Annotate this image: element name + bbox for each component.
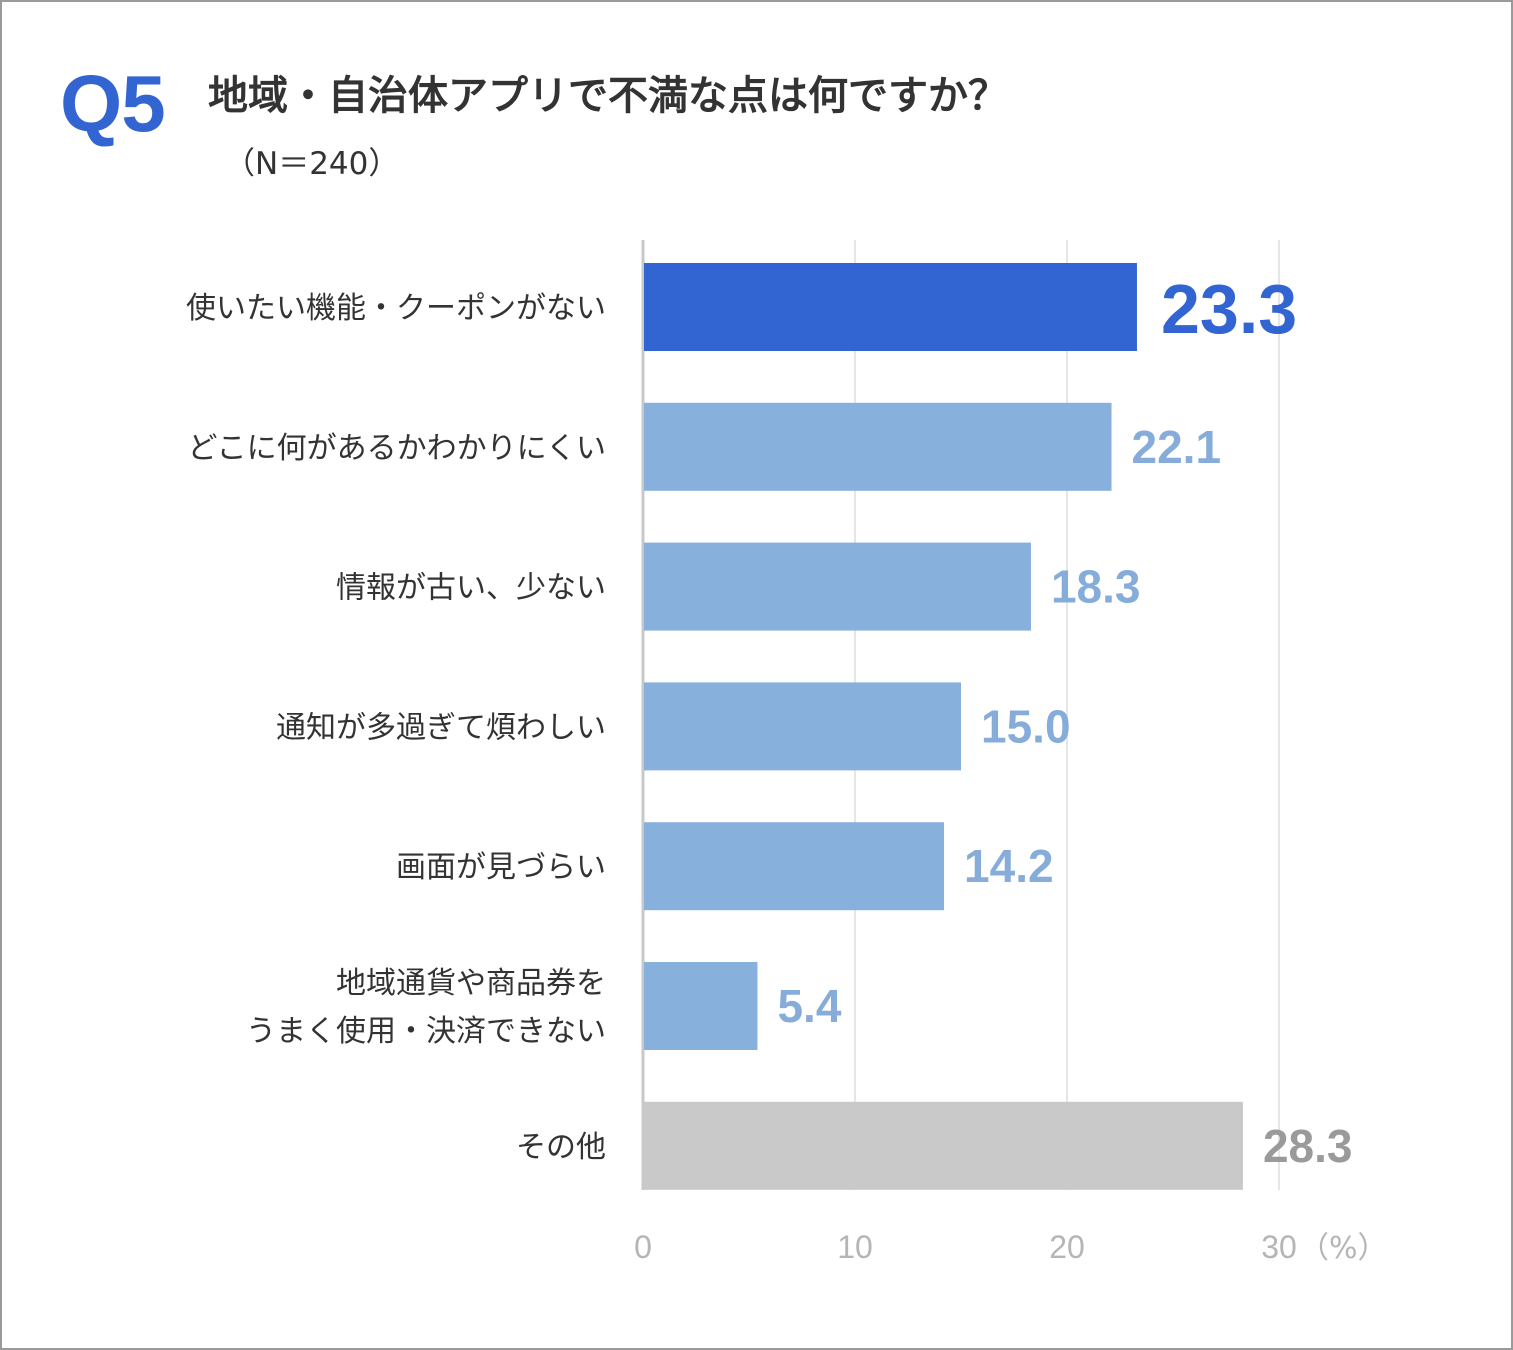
- category-label: 情報が古い、少ない: [336, 571, 606, 606]
- bar-value-label: 5.4: [777, 980, 841, 1032]
- bar: [644, 962, 758, 1050]
- bar-value-label: 18.3: [1051, 561, 1141, 613]
- bar: [644, 1101, 1243, 1190]
- question-number: Q5: [60, 59, 166, 148]
- bar: [644, 542, 1031, 631]
- bar-value-label: 23.3: [1161, 270, 1297, 348]
- bar: [644, 263, 1137, 351]
- category-label: 地域通貨や商品券を: [336, 966, 606, 1001]
- x-axis-unit-label: （%）: [1299, 1231, 1388, 1266]
- bar-value-label: 15.0: [981, 700, 1071, 752]
- category-label: 画面が見づらい: [396, 850, 606, 885]
- category-label: 通知が多過ぎて煩わしい: [276, 710, 606, 745]
- category-label: 使いたい機能・クーポンがない: [186, 291, 606, 326]
- bar: [644, 682, 961, 771]
- sample-size: （N＝240）: [224, 146, 400, 182]
- bar-value-label: 28.3: [1263, 1120, 1353, 1172]
- x-tick-label: 20: [1049, 1229, 1085, 1265]
- x-tick-label: 10: [837, 1229, 873, 1265]
- category-label: どこに何があるかわかりにくい: [188, 431, 607, 466]
- bar-value-label: 22.1: [1132, 421, 1222, 473]
- chart-title: 地域・自治体アプリで不満な点は何ですか？: [208, 73, 1008, 119]
- bar-value-label: 14.2: [964, 840, 1054, 892]
- category-label: その他: [516, 1130, 606, 1165]
- x-tick-label: 30: [1261, 1229, 1297, 1265]
- bar: [644, 402, 1112, 491]
- category-label: うまく使用・決済できない: [246, 1014, 606, 1049]
- bar: [644, 822, 945, 911]
- x-tick-label: 0: [634, 1229, 652, 1265]
